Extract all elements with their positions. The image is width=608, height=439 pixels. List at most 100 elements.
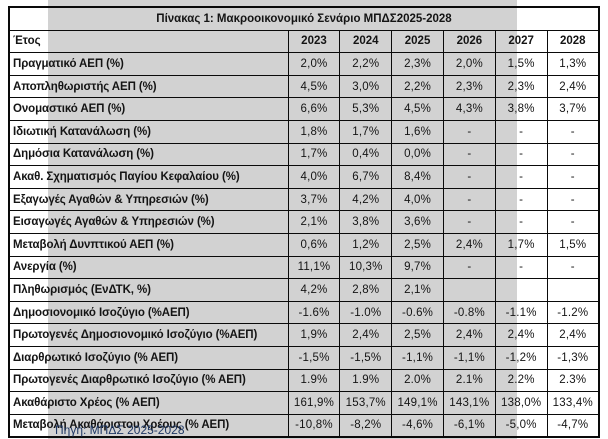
row-value: 2.2% (494, 368, 548, 393)
row-value: -1,3% (546, 345, 600, 370)
row-label: Ονομαστικό ΑΕΠ (%) (8, 97, 289, 121)
column-header-year-label: Έτος (8, 29, 289, 54)
table-header-row: Έτος 2023 2024 2025 2026 2027 2028 (8, 29, 600, 54)
row-label: Ιδιωτική Κατανάλωση (%) (8, 119, 289, 144)
row-value: 2,2% (391, 74, 444, 99)
row-value: 0,4% (339, 142, 393, 167)
row-value: 2,4% (442, 232, 496, 257)
table-row: Πραγματικό ΑΕΠ (%) 2,0% 2,2% 2,3% 2,0% 1,5% 1,… (8, 52, 600, 76)
row-value: 2.3% (546, 368, 600, 393)
table-row: Δημοσιονομικό Ισοζύγιο (%ΑΕΠ) -1.6% -1.0% -… (8, 300, 600, 325)
row-value: -0.8% (442, 300, 496, 325)
row-value: 153,7% (339, 391, 393, 415)
row-value: -1.0% (339, 300, 393, 325)
row-value: - (494, 187, 548, 212)
table-row: Εισαγωγές Αγαθών & Υπηρεσιών (%) 2,1% 3,8%… (8, 210, 600, 234)
row-value: 1,8% (287, 119, 341, 144)
row-label: Δημόσια Κατανάλωση (%) (8, 142, 289, 167)
row-value: -6,1% (442, 413, 496, 438)
row-value: 2,3% (442, 74, 496, 99)
row-value: 2,1% (391, 278, 444, 302)
row-value: 6,6% (287, 97, 341, 121)
table-body: Πραγματικό ΑΕΠ (%) 2,0% 2,2% 2,3% 2,0% 1,5% 1,… (8, 52, 600, 438)
table-row: Πρωτογενές Διαρθρωτικό Ισοζύγιο (% ΑΕΠ) 1… (8, 368, 600, 393)
row-value: 1.9% (287, 368, 341, 393)
row-value: 1,7% (494, 232, 548, 257)
row-value: 2,4% (442, 323, 496, 347)
row-label: Ακαθ. Σχηματισμός Παγίου Κεφαλαίου (%) (8, 165, 289, 189)
row-value: 161,9% (287, 391, 341, 415)
row-value: 2.1% (442, 368, 496, 393)
row-value (494, 278, 548, 302)
table-row: Ακαθ. Σχηματισμός Παγίου Κεφαλαίου (%) 4,… (8, 165, 600, 189)
row-value: 4,0% (391, 187, 444, 212)
row-value: 2,4% (339, 323, 393, 347)
row-value: -1,1% (442, 345, 496, 370)
column-header-2023: 2023 (287, 29, 341, 54)
row-label: Εξαγωγές Αγαθών & Υπηρεσιών (%) (8, 187, 289, 212)
table-row: Πρωτογενές Δημοσιονομικό Ισοζύγιο (%ΑΕΠ)… (8, 323, 600, 347)
row-value: 4,5% (391, 97, 444, 121)
row-value: 2,5% (391, 232, 444, 257)
row-value: 8,4% (391, 165, 444, 189)
row-value: 2,4% (546, 74, 600, 99)
row-value: -5,0% (494, 413, 548, 438)
row-value: - (442, 119, 496, 144)
row-value: 1,7% (339, 119, 393, 144)
row-value: 6,7% (339, 165, 393, 189)
row-label: Πρωτογενές Διαρθρωτικό Ισοζύγιο (% ΑΕΠ) (8, 368, 289, 393)
row-value: - (494, 210, 548, 234)
row-value: 4,0% (287, 165, 341, 189)
table-row: Μεταβολή Ακαθάριστου Χρέους (% ΑΕΠ) -10,8… (8, 413, 600, 438)
row-value: 3,6% (391, 210, 444, 234)
table-title-row: Πίνακας 1: Μακροοικονομικό Σενάριο ΜΠΔΣ2… (8, 6, 600, 31)
table-row: Δημόσια Κατανάλωση (%) 1,7% 0,4% 0,0% - - - (8, 142, 600, 167)
column-header-2028: 2028 (546, 29, 600, 54)
row-value: 138,0% (494, 391, 548, 415)
row-value: -10,8% (287, 413, 341, 438)
row-value: 133,4% (546, 391, 600, 415)
row-value: - (546, 210, 600, 234)
row-value: 2,2% (339, 52, 393, 76)
row-value: - (442, 210, 496, 234)
row-value: -1,5% (287, 345, 341, 370)
table-row: Ονομαστικό ΑΕΠ (%) 6,6% 5,3% 4,5% 4,3% 3,8% 3,… (8, 97, 600, 121)
row-label: Εισαγωγές Αγαθών & Υπηρεσιών (%) (8, 210, 289, 234)
row-value: 1,6% (391, 119, 444, 144)
column-header-2027: 2027 (494, 29, 548, 54)
row-value: 2,5% (391, 323, 444, 347)
row-value: -1,1% (391, 345, 444, 370)
row-value (442, 278, 496, 302)
row-value: 143,1% (442, 391, 496, 415)
row-value: 5,3% (339, 97, 393, 121)
row-value: 11,1% (287, 255, 341, 280)
row-value: - (494, 142, 548, 167)
column-header-2026: 2026 (442, 29, 496, 54)
row-value: 2,4% (546, 323, 600, 347)
column-header-2025: 2025 (391, 29, 444, 54)
table-row: Ιδιωτική Κατανάλωση (%) 1,8% 1,7% 1,6% - - - (8, 119, 600, 144)
row-value: -4,7% (546, 413, 600, 438)
macro-scenario-table: Πίνακας 1: Μακροοικονομικό Σενάριο ΜΠΔΣ2… (8, 6, 600, 439)
row-value: 9,7% (391, 255, 444, 280)
row-value: -4,6% (391, 413, 444, 438)
table-title: Πίνακας 1: Μακροοικονομικό Σενάριο ΜΠΔΣ2… (8, 6, 600, 31)
row-label: Πραγματικό ΑΕΠ (%) (8, 52, 289, 76)
table-row: Πληθωρισμός (ΕνΔΤΚ, %) 4,2% 2,8% 2,1% (8, 278, 600, 302)
row-value: 2,1% (287, 210, 341, 234)
row-value: 1,5% (546, 232, 600, 257)
row-value: 2,0% (287, 52, 341, 76)
row-value: 3,8% (339, 210, 393, 234)
row-value: 1,2% (339, 232, 393, 257)
row-value: - (546, 165, 600, 189)
row-value: 2,8% (339, 278, 393, 302)
column-header-2024: 2024 (339, 29, 393, 54)
row-value: - (494, 119, 548, 144)
table-row: Διαρθρωτικό Ισοζύγιο (% ΑΕΠ) -1,5% -1,5% -1… (8, 345, 600, 370)
row-value: 4,5% (287, 74, 341, 99)
row-label: Ακαθάριστο Χρέος (% ΑΕΠ) (8, 391, 289, 415)
row-value: -1,5% (339, 345, 393, 370)
row-value: 3,8% (494, 97, 548, 121)
table-row: Αποπληθωριστής ΑΕΠ (%) 4,5% 3,0% 2,2% 2,3% 2,… (8, 74, 600, 99)
